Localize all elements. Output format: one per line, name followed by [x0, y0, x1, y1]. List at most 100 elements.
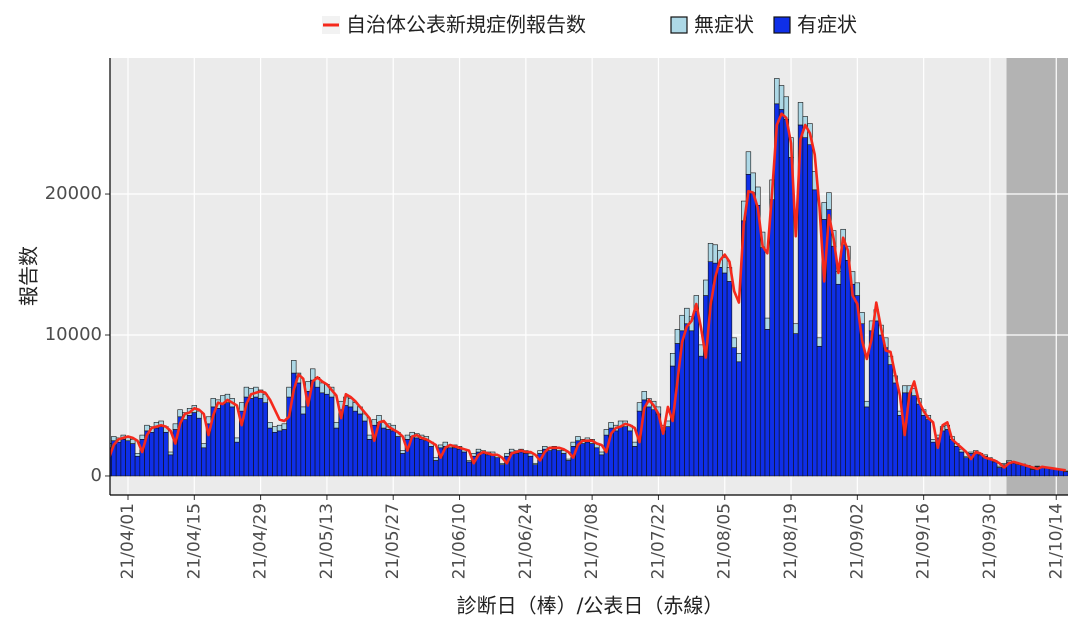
- bar: [167, 451, 174, 456]
- bar: [750, 172, 756, 193]
- bar: [1048, 468, 1055, 477]
- bar: [774, 78, 780, 105]
- bar: [788, 157, 794, 477]
- y-axis-title: 報告数: [17, 246, 41, 306]
- bar: [977, 454, 984, 477]
- bar: [992, 461, 998, 477]
- bar: [925, 419, 932, 477]
- bar: [504, 453, 510, 457]
- bar: [527, 455, 534, 477]
- bar: [390, 430, 396, 477]
- bar: [281, 423, 287, 430]
- bar: [684, 307, 690, 325]
- bar: [845, 259, 851, 477]
- bar: [338, 409, 344, 477]
- bar: [613, 430, 619, 477]
- bar: [632, 446, 638, 477]
- bar: [830, 245, 837, 477]
- bar: [456, 448, 463, 477]
- line: [110, 112, 1066, 472]
- bar: [636, 402, 643, 412]
- bar: [679, 314, 685, 332]
- bar: [589, 443, 595, 477]
- bar: [674, 329, 681, 344]
- bar: [177, 409, 183, 418]
- bar: [745, 173, 752, 477]
- bar: [518, 451, 524, 477]
- bar: [1029, 469, 1036, 477]
- bar: [243, 386, 250, 398]
- bar: [764, 329, 771, 477]
- bar: [812, 189, 818, 477]
- bar: [139, 434, 145, 440]
- x-tick-label: 21/10/14: [1046, 503, 1066, 579]
- legend-swatch: [773, 16, 791, 34]
- bar: [759, 247, 766, 477]
- bar: [191, 412, 197, 477]
- bar: [333, 427, 340, 477]
- bar: [688, 330, 695, 477]
- bar: [755, 205, 761, 477]
- bar: [262, 402, 269, 477]
- bar: [565, 458, 572, 461]
- bar: [400, 450, 406, 454]
- bar: [736, 353, 742, 363]
- bar: [494, 457, 501, 477]
- bar: [916, 403, 922, 477]
- bar: [186, 415, 193, 477]
- bar: [783, 119, 789, 477]
- bar: [598, 454, 605, 477]
- x-tick-label: 21/09/02: [847, 503, 867, 579]
- bar: [182, 419, 188, 477]
- bar: [125, 440, 131, 477]
- bar: [490, 454, 496, 477]
- bar: [404, 434, 411, 440]
- bar: [499, 464, 505, 477]
- bar: [215, 408, 221, 477]
- bar: [873, 320, 879, 477]
- bar: [328, 396, 335, 477]
- bar: [210, 398, 216, 408]
- bar: [778, 85, 785, 110]
- bar: [665, 426, 671, 477]
- bar: [158, 420, 164, 427]
- bar: [722, 272, 728, 477]
- bar: [428, 446, 434, 477]
- legend-label: 無症状: [694, 13, 754, 37]
- bar: [480, 453, 486, 477]
- bar: [778, 109, 785, 477]
- bar: [499, 462, 505, 465]
- x-tick-label: 21/07/08: [582, 503, 602, 579]
- bar: [911, 395, 917, 477]
- bar: [362, 420, 368, 477]
- bar: [366, 434, 373, 440]
- bar: [987, 458, 993, 477]
- bar: [224, 402, 231, 477]
- bar: [300, 413, 306, 477]
- bar: [343, 405, 349, 477]
- bar: [324, 393, 330, 477]
- bar: [447, 447, 453, 477]
- bar: [253, 396, 259, 477]
- bar: [201, 443, 207, 449]
- y-tick-label: 20000: [45, 183, 102, 204]
- bar: [958, 451, 965, 477]
- bar: [565, 460, 572, 477]
- bar: [556, 450, 562, 477]
- bar: [826, 192, 832, 210]
- bar: [598, 451, 605, 456]
- bar: [793, 333, 799, 477]
- bar: [883, 347, 889, 477]
- bar: [295, 382, 302, 477]
- bar: [371, 419, 377, 426]
- bar: [632, 441, 638, 447]
- bar: [1020, 465, 1026, 477]
- bar: [437, 444, 444, 449]
- bar: [267, 427, 273, 477]
- bar: [172, 423, 179, 430]
- bar: [594, 447, 600, 477]
- bar: [537, 450, 543, 454]
- bar: [319, 382, 325, 394]
- bar: [238, 402, 245, 412]
- bar: [352, 410, 358, 477]
